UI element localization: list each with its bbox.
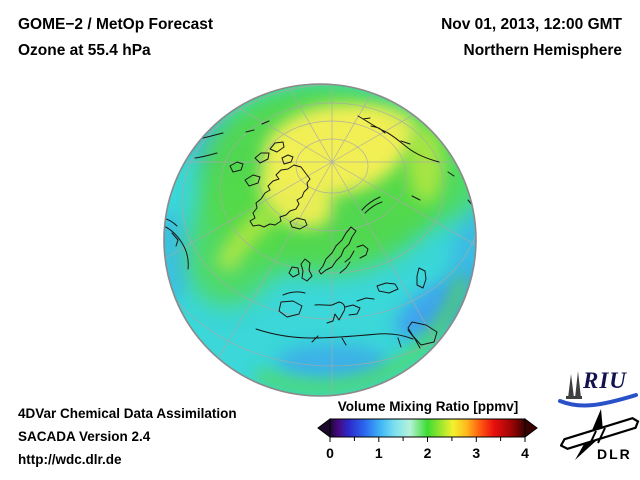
cathedral-icon	[568, 371, 581, 398]
colorbar-ticks	[329, 437, 526, 442]
globe-limb	[163, 83, 477, 397]
dlr-star-cross-line-2	[597, 427, 606, 444]
colorbar-body	[329, 418, 526, 438]
colorbar-tick-labels: 0 1 2 3 4	[316, 445, 540, 463]
plot-timestamp-block: Nov 01, 2013, 12:00 GMT Northern Hemisph…	[441, 12, 622, 64]
coast-caspian-sea	[416, 267, 427, 289]
tick-label-3: 3	[472, 445, 481, 461]
colorbar-gradient-bar	[317, 418, 538, 442]
title-line-instrument: GOME−2 / MetOp Forecast	[18, 16, 214, 33]
ozone-field	[164, 84, 476, 396]
colorbar-title: Volume Mixing Ratio [ppmv]	[337, 399, 519, 414]
coast-north-africa	[255, 328, 414, 348]
title-line-quantity: Ozone at 55.4 hPa	[18, 42, 151, 59]
coast-misc-islands	[411, 171, 476, 242]
coast-iceland	[289, 217, 308, 230]
riu-logo-graphic	[558, 371, 638, 408]
dlr-star-band	[559, 417, 640, 450]
dlr-star-cross-line-1	[588, 430, 597, 447]
tick-label-2: 2	[423, 445, 432, 461]
dlr-logo-text: DLR	[597, 446, 632, 462]
cathedral-base	[566, 396, 582, 399]
dlr-logo: DLR	[559, 406, 640, 478]
coast-canadian-islands	[229, 141, 294, 187]
coast-arabia	[407, 321, 438, 349]
coast-greenland	[249, 164, 311, 228]
tick-label-4: 4	[521, 445, 529, 461]
coast-novaya-zemlya	[361, 196, 383, 214]
coast-scandinavia	[318, 226, 369, 275]
colorbar-left-arrow	[317, 418, 331, 438]
credit-version: SACADA Version 2.4	[18, 429, 151, 444]
field-yellowgreen-streak	[408, 127, 444, 203]
colorbar-right-arrow	[524, 418, 538, 438]
tick-label-0: 0	[326, 445, 334, 461]
valid-datetime: Nov 01, 2013, 12:00 GMT	[441, 16, 622, 33]
tick-label-1: 1	[374, 445, 383, 461]
coast-black-sea	[376, 282, 399, 294]
riu-logo-text: RIU	[583, 368, 627, 393]
swoosh-icon	[558, 393, 638, 408]
graticule	[164, 84, 476, 396]
field-yellowgreen-arc	[214, 204, 279, 273]
field-blue-left-limb	[164, 213, 192, 303]
credit-url: http://wdc.dlr.de	[18, 452, 122, 467]
hemisphere-label: Northern Hemisphere	[463, 42, 622, 59]
coast-siberia	[357, 115, 440, 163]
dlr-logo-graphic	[559, 409, 640, 460]
coast-europe-mediterranean	[278, 291, 375, 324]
coast-uk-ireland	[288, 258, 313, 282]
field-green-limb-rim	[254, 276, 470, 395]
coast-north-america	[164, 217, 189, 270]
credit-assimilation: 4DVar Chemical Data Assimilation	[18, 406, 237, 421]
colorbar: Volume Mixing Ratio [ppmv] 0 1	[316, 399, 540, 469]
field-blue-right-limb	[449, 203, 476, 297]
plot-title: GOME−2 / MetOp Forecast Ozone at 55.4 hP…	[18, 12, 213, 64]
credits-block: 4DVar Chemical Data Assimilation SACADA …	[18, 402, 237, 471]
riu-logo: RIU	[556, 368, 640, 408]
